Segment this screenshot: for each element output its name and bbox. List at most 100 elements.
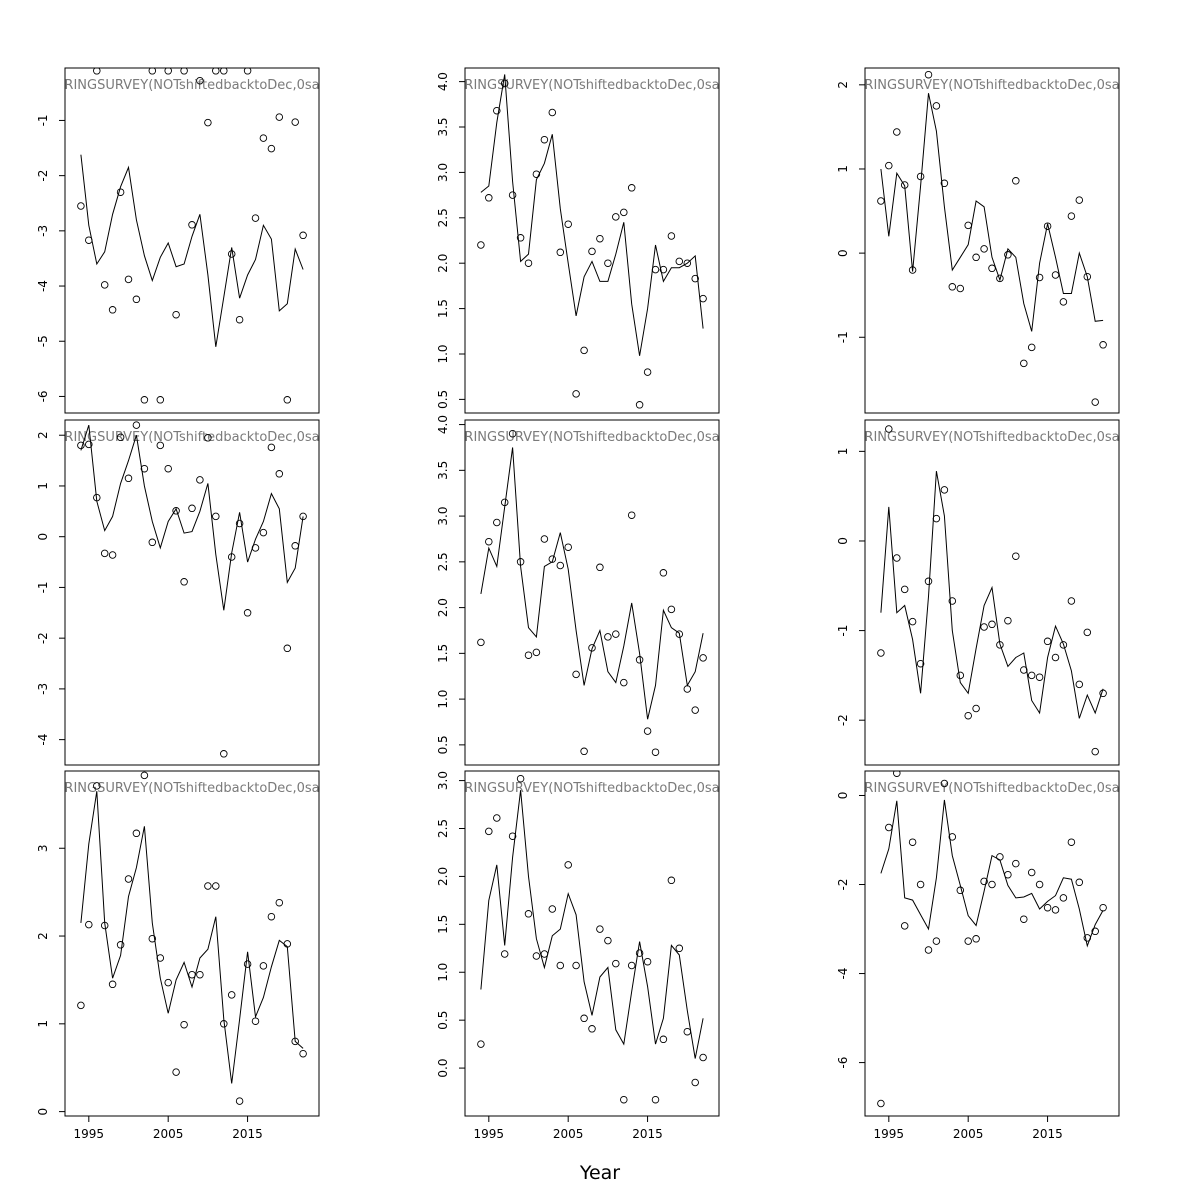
y-tick-label: 1.5 [436, 299, 450, 318]
y-tick-label: 1.0 [436, 344, 450, 363]
x-tick-label: 2005 [953, 1127, 984, 1141]
observed-point [204, 434, 212, 442]
observed-point [493, 518, 501, 527]
y-tick-label: 1 [36, 482, 50, 490]
observed-point [220, 750, 228, 758]
plot-area: RINGSURVEY(NOTshiftedbacktoDec,0sa [864, 771, 1119, 1108]
observed-point [140, 771, 149, 780]
observed-point [612, 630, 620, 638]
observed-point [667, 876, 676, 885]
observed-point [980, 245, 988, 253]
observed-point [1043, 637, 1052, 646]
observed-point [588, 247, 596, 256]
x-tick-label: 2005 [553, 1127, 584, 1141]
fitted-line [880, 93, 1104, 332]
observed-point [1043, 903, 1052, 912]
y-tick-label: 1 [836, 165, 850, 173]
observed-point [683, 259, 692, 267]
observed-point [1099, 903, 1107, 912]
observed-point [164, 68, 172, 75]
y-tick-label: 1.0 [436, 963, 450, 982]
observed-point [683, 1027, 692, 1036]
y-tick-label: 1 [836, 448, 850, 456]
observed-point [180, 68, 188, 75]
observed-point [596, 563, 604, 572]
observed-point [1099, 341, 1107, 349]
panel-2-1: -4 -3 -2 -1 0 1 2 RINGSURVEY(NOTshiftedbacktoDe… [36, 419, 320, 766]
observed-point [140, 396, 149, 404]
observed-point [540, 135, 549, 144]
observed-point [235, 519, 244, 528]
observed-point [556, 561, 565, 570]
y-tick-label: 2.5 [436, 208, 450, 227]
observed-point [667, 232, 676, 240]
observed-point [1027, 868, 1036, 877]
panel-title: RINGSURVEY(NOTshiftedbacktoDec,0sa [864, 78, 1119, 93]
y-tick-label: 2 [36, 932, 50, 940]
observed-point [132, 829, 141, 838]
panel-2-3: -2 -1 0 1 RINGSURVEY(NOTshiftedbacktoDec,0sa [836, 419, 1120, 766]
observed-point [1027, 343, 1036, 352]
observed-point [100, 549, 109, 558]
observed-point [516, 774, 525, 783]
observed-point [1091, 747, 1099, 756]
observed-point [596, 925, 604, 933]
observed-point [140, 464, 149, 473]
fitted-line [880, 799, 1104, 948]
observed-point [1075, 878, 1084, 887]
observed-point [651, 1095, 660, 1104]
y-tick-label: -4 [836, 968, 850, 980]
fitted-line [480, 790, 704, 1059]
observed-point [227, 250, 236, 258]
plot-area: RINGSURVEY(NOTshiftedbacktoDec,0sa [864, 70, 1119, 406]
observed-point [572, 961, 580, 970]
observed-point [651, 748, 660, 756]
y-tick-label: -2 [36, 170, 50, 182]
observed-point [299, 1049, 307, 1058]
y-tick-label: 0 [836, 249, 850, 257]
observed-point [699, 294, 707, 303]
observed-point [916, 659, 925, 668]
observed-point [500, 950, 509, 958]
observed-point [196, 76, 204, 85]
observed-point [691, 274, 699, 283]
observed-point [1012, 552, 1020, 560]
observed-point [291, 542, 299, 550]
panel-title: RINGSURVEY(NOTshiftedbacktoDec,0sa [64, 78, 319, 93]
observed-point [972, 935, 980, 943]
observed-point [635, 949, 644, 957]
observed-point [116, 188, 125, 196]
panel-3-3: -6 -4 -2 0 1995 2005 2015 RINGSURVEY(NOTshifted… [836, 770, 1120, 1141]
observed-point [172, 1068, 180, 1076]
observed-point [612, 959, 620, 968]
observed-point [620, 1095, 628, 1104]
observed-point [493, 106, 501, 115]
observed-point [691, 1078, 699, 1087]
observed-point [940, 179, 949, 188]
y-tick-label: -4 [36, 280, 50, 292]
panel-1-1: -6 -5 -4 -3 -2 -1 RINGSURVEY(NOTshiftedbacktoD… [36, 67, 320, 414]
y-tick-label: -3 [36, 225, 50, 237]
y-tick-label: 1.5 [436, 915, 450, 934]
observed-point [627, 961, 636, 970]
observed-point [1091, 927, 1099, 936]
observed-point [980, 623, 988, 631]
observed-point [1091, 398, 1099, 406]
observed-point [116, 433, 125, 442]
observed-point [885, 161, 893, 170]
y-tick-label: 0.0 [436, 1059, 450, 1078]
observed-point [283, 644, 292, 653]
observed-point [132, 295, 141, 304]
panel-frame [464, 67, 720, 414]
observed-point [948, 833, 957, 841]
x-tick-label: 2005 [153, 1127, 184, 1141]
panel-title: RINGSURVEY(NOTshiftedbacktoDec,0sa [864, 781, 1119, 796]
observed-point [604, 633, 612, 641]
observed-point [572, 670, 580, 679]
observed-point [85, 920, 93, 929]
x-tick-label: 1995 [874, 1127, 905, 1141]
observed-point [148, 538, 157, 547]
observed-point [124, 474, 133, 483]
observed-point [932, 102, 941, 110]
y-tick-label: 0.5 [436, 390, 450, 409]
